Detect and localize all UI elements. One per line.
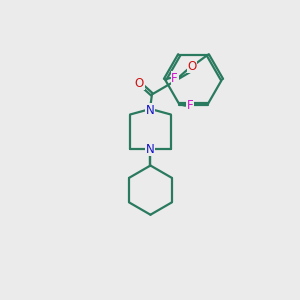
Text: F: F [171, 71, 178, 85]
Text: O: O [135, 76, 144, 89]
Text: N: N [146, 103, 155, 116]
Text: N: N [146, 142, 155, 155]
Text: O: O [188, 60, 197, 73]
Text: F: F [186, 99, 193, 112]
